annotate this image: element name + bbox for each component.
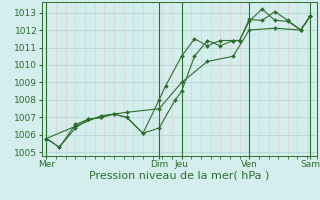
X-axis label: Pression niveau de la mer( hPa ): Pression niveau de la mer( hPa ) [89,171,269,181]
